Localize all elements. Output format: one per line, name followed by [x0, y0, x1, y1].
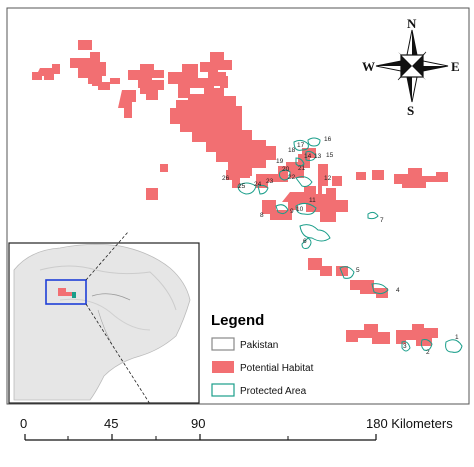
legend-title: Legend	[211, 312, 264, 329]
compass-east-label: E	[451, 59, 460, 74]
legend-label-protected-area: Protected Area	[240, 386, 307, 397]
pa-label-1: 1	[455, 334, 459, 341]
pa-label-19: 19	[276, 158, 284, 165]
pa-label-12: 12	[324, 175, 332, 182]
pa-label-8: 8	[260, 212, 264, 219]
legend-label-potential-habitat: Potential Habitat	[240, 363, 314, 374]
inset-connector-top	[85, 231, 129, 281]
legend-swatch-pakistan	[211, 337, 235, 351]
pa-label-5: 5	[356, 267, 360, 274]
scale-bar: 0 45 90 180 Kilometers	[20, 416, 453, 441]
pa-label-3: 3	[403, 343, 407, 350]
pa-label-20: 20	[282, 166, 290, 173]
pa-label-26: 26	[222, 175, 230, 182]
legend-swatch-potential-habitat	[212, 361, 234, 373]
inset-map	[8, 242, 200, 404]
pa-label-24: 24	[254, 181, 262, 188]
pa-label-7: 7	[380, 217, 384, 224]
pa-label-13: 13	[314, 153, 322, 160]
pa-label-22: 22	[288, 174, 296, 181]
pa-label-21: 21	[298, 165, 306, 172]
compass-south-label: S	[407, 103, 414, 118]
pa-label-23: 23	[266, 178, 274, 185]
scale-tick-90: 90	[191, 416, 205, 431]
pa-label-9: 9	[290, 208, 294, 215]
scale-tick-180: 180 Kilometers	[366, 416, 453, 431]
pa-label-16: 16	[324, 136, 332, 143]
compass-west-label: W	[362, 59, 375, 74]
pa-label-10: 10	[296, 206, 304, 213]
scale-tick-45: 45	[104, 416, 118, 431]
pa-label-17: 17	[297, 142, 305, 149]
potential-habitat-layer	[32, 40, 448, 346]
scale-tick-0: 0	[20, 416, 27, 431]
compass-rose: N S E W	[362, 16, 460, 118]
protected-area-layer	[237, 137, 463, 353]
inset-highlight-box	[45, 279, 87, 305]
pa-label-2: 2	[426, 349, 430, 356]
pa-label-14: 14	[304, 153, 312, 160]
pa-label-18: 18	[288, 147, 296, 154]
pa-label-11: 11	[309, 197, 316, 204]
pa-label-15: 15	[326, 152, 334, 159]
protected-area-labels: 1 2 3 4 5 6 7 8 9 10 11 12 13 14 15 16 1…	[222, 136, 459, 356]
legend-swatch-protected-area	[211, 383, 235, 397]
pa-label-6: 6	[303, 238, 307, 245]
pa-label-4: 4	[396, 287, 400, 294]
compass-north-label: N	[407, 16, 417, 31]
pa-label-25: 25	[238, 183, 246, 190]
legend-label-pakistan: Pakistan	[240, 340, 278, 351]
legend: Legend Pakistan Potential Habitat Protec…	[211, 312, 314, 397]
